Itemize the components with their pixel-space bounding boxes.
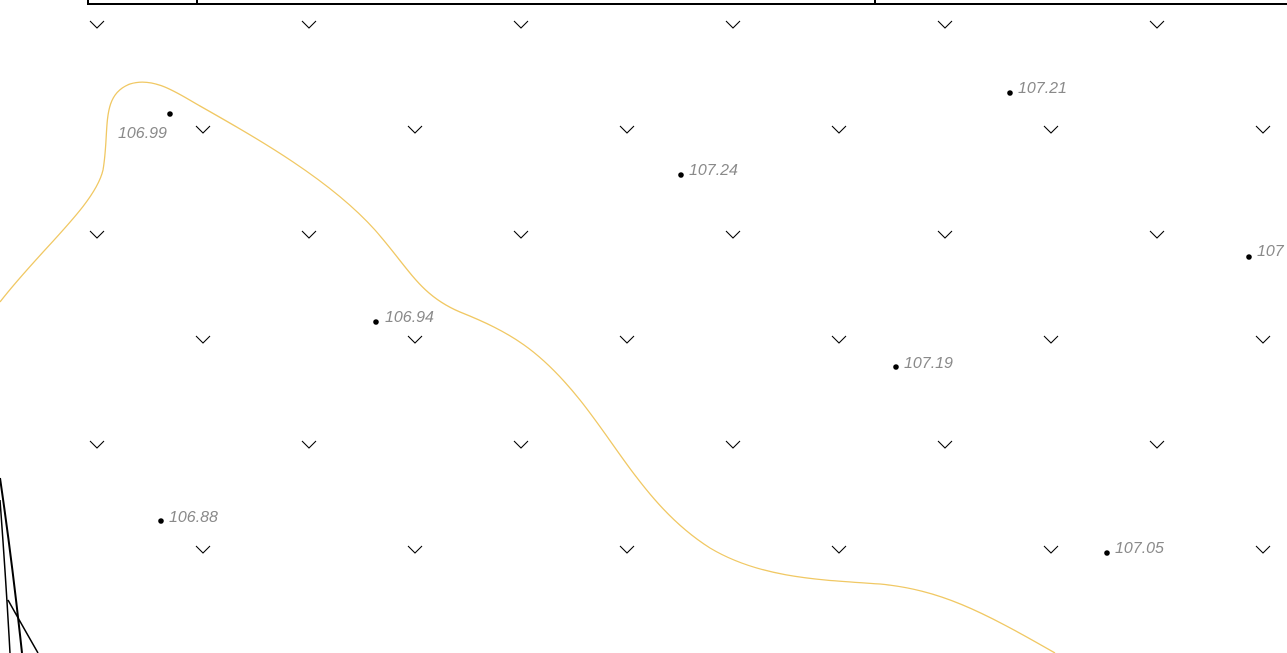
grass-symbol — [513, 20, 529, 29]
grass-symbol — [619, 545, 635, 554]
grass-symbol — [407, 125, 423, 134]
grass-symbol — [1255, 545, 1271, 554]
grass-symbol — [619, 335, 635, 344]
grass-symbol — [513, 230, 529, 239]
grass-symbol — [1149, 230, 1165, 239]
grass-symbol — [407, 335, 423, 344]
spot-label: 107 — [1257, 243, 1285, 260]
spot-label: 106.94 — [385, 309, 434, 326]
spot-label: 107.24 — [689, 162, 738, 179]
grass-symbol — [725, 20, 741, 29]
grass-symbol — [301, 20, 317, 29]
vegetation-symbols — [89, 20, 1271, 554]
spot-label: 107.05 — [1115, 540, 1164, 557]
grass-symbol — [89, 230, 105, 239]
spot-point — [167, 111, 173, 117]
edge-line — [7, 599, 39, 653]
grass-symbol — [195, 545, 211, 554]
spot-point — [1246, 254, 1252, 260]
spot-heights: 106.99 107.24 107.21 107 106.94 107.19 1… — [118, 80, 1285, 557]
spot-point — [678, 172, 684, 178]
grass-symbol — [725, 230, 741, 239]
grass-symbol — [195, 335, 211, 344]
grass-symbol — [831, 335, 847, 344]
spot-point — [1007, 90, 1013, 96]
grass-symbol — [1255, 335, 1271, 344]
grass-symbol — [195, 125, 211, 134]
grass-symbol — [513, 440, 529, 449]
grass-symbol — [1043, 125, 1059, 134]
spot-point — [1104, 550, 1110, 556]
grass-symbol — [301, 440, 317, 449]
spot-label: 107.21 — [1018, 80, 1067, 97]
grass-symbol — [937, 230, 953, 239]
contour-line — [0, 81, 1056, 653]
grass-symbol — [725, 440, 741, 449]
grass-symbol — [89, 20, 105, 29]
edge-line — [0, 477, 23, 653]
grass-symbol — [1255, 125, 1271, 134]
edge-line — [0, 499, 11, 653]
spot-label: 107.19 — [904, 355, 953, 372]
grass-symbol — [1043, 335, 1059, 344]
spot-point — [893, 364, 899, 370]
grass-symbol — [1149, 20, 1165, 29]
grass-symbol — [619, 125, 635, 134]
grass-symbol — [301, 230, 317, 239]
grass-symbol — [831, 125, 847, 134]
grass-symbol — [937, 20, 953, 29]
spot-label: 106.99 — [118, 125, 167, 142]
spot-point — [158, 518, 164, 524]
grass-symbol — [1043, 545, 1059, 554]
grass-symbol — [937, 440, 953, 449]
grass-symbol — [89, 440, 105, 449]
grass-symbol — [1149, 440, 1165, 449]
spot-point — [373, 319, 379, 325]
spot-label: 106.88 — [169, 509, 218, 526]
grass-symbol — [407, 545, 423, 554]
grass-symbol — [831, 545, 847, 554]
